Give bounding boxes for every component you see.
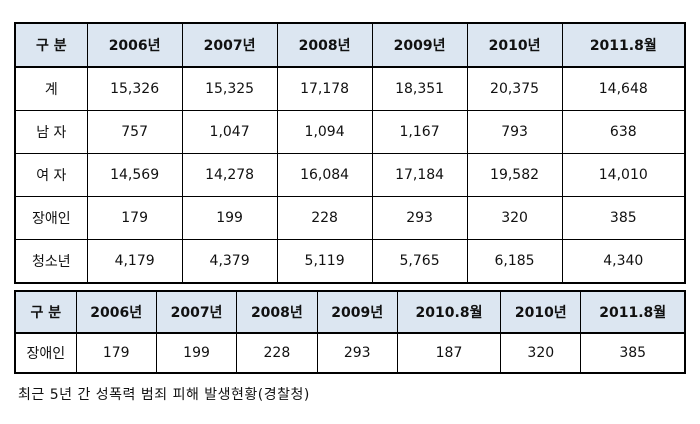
- table-row: 장애인 179 199 228 293 320 385: [14, 196, 686, 240]
- table-cell: 18,351: [371, 66, 468, 111]
- table-cell: 5,765: [371, 239, 468, 284]
- table-cell: 228: [236, 332, 318, 374]
- row-label-cell: 장애인: [14, 196, 88, 240]
- table-cell: 16,084: [276, 153, 373, 197]
- table-cell: 293: [316, 332, 398, 374]
- statistics-table-2: 구 분 2006년 2007년 2008년 2009년 2010.8월 2010…: [14, 290, 686, 374]
- table-cell: 14,010: [561, 153, 686, 197]
- table-cell: 187: [396, 332, 502, 374]
- header-cell: 2006년: [86, 22, 183, 68]
- table-cell: 14,648: [561, 66, 686, 111]
- table-cell: 19,582: [466, 153, 563, 197]
- header-cell: 2006년: [75, 290, 157, 334]
- table-cell: 1,094: [276, 110, 373, 154]
- table-cell: 14,569: [86, 153, 183, 197]
- row-label-cell: 장애인: [14, 332, 77, 374]
- table-cell: 17,184: [371, 153, 468, 197]
- row-label-cell: 남 자: [14, 110, 88, 154]
- table-row: 청소년 4,179 4,379 5,119 5,765 6,185 4,340: [14, 239, 686, 284]
- table-cell: 4,340: [561, 239, 686, 284]
- header-cell: 2011.8월: [561, 22, 686, 68]
- table-cell: 1,167: [371, 110, 468, 154]
- table-cell: 6,185: [466, 239, 563, 284]
- table-cell: 293: [371, 196, 468, 240]
- header-cell: 2007년: [181, 22, 278, 68]
- table-cell: 17,178: [276, 66, 373, 111]
- table-cell: 4,179: [86, 239, 183, 284]
- header-cell: 2008년: [236, 290, 318, 334]
- table-cell: 228: [276, 196, 373, 240]
- header-cell: 2011.8월: [580, 290, 686, 334]
- table-cell: 15,326: [86, 66, 183, 111]
- table-cell: 757: [86, 110, 183, 154]
- table-row: 장애인 179 199 228 293 187 320 385: [14, 332, 686, 374]
- table-row: 여 자 14,569 14,278 16,084 17,184 19,582 1…: [14, 153, 686, 197]
- header-cell: 2009년: [371, 22, 468, 68]
- table-cell: 320: [500, 332, 582, 374]
- header-cell: 2010년: [466, 22, 563, 68]
- table-caption: 최근 5년 간 성폭력 범죄 피해 발생현황(경찰청): [18, 387, 310, 403]
- table-cell: 199: [155, 332, 238, 374]
- table-cell: 179: [75, 332, 157, 374]
- row-label-cell: 청소년: [14, 239, 88, 284]
- table-cell: 14,278: [181, 153, 278, 197]
- header-cell: 2008년: [276, 22, 373, 68]
- header-cell: 2010년: [500, 290, 582, 334]
- statistics-table-1: 구 분 2006년 2007년 2008년 2009년 2010년 2011.8…: [14, 22, 686, 284]
- table-cell: 793: [466, 110, 563, 154]
- table-header-row: 구 분 2006년 2007년 2008년 2009년 2010.8월 2010…: [14, 290, 686, 334]
- table-cell: 385: [580, 332, 686, 374]
- table-cell: 5,119: [276, 239, 373, 284]
- header-cell: 2009년: [316, 290, 398, 334]
- header-cell: 구 분: [14, 22, 88, 68]
- table-cell: 1,047: [181, 110, 278, 154]
- header-cell: 구 분: [14, 290, 77, 334]
- row-label-cell: 계: [14, 66, 88, 111]
- header-cell: 2007년: [155, 290, 238, 334]
- table-cell: 179: [86, 196, 183, 240]
- table-cell: 385: [561, 196, 686, 240]
- table-cell: 320: [466, 196, 563, 240]
- table-cell: 4,379: [181, 239, 278, 284]
- table-cell: 15,325: [181, 66, 278, 111]
- row-label-cell: 여 자: [14, 153, 88, 197]
- table-cell: 20,375: [466, 66, 563, 111]
- table-row: 계 15,326 15,325 17,178 18,351 20,375 14,…: [14, 66, 686, 111]
- table-cell: 199: [181, 196, 278, 240]
- table-cell: 638: [561, 110, 686, 154]
- table-row: 남 자 757 1,047 1,094 1,167 793 638: [14, 110, 686, 154]
- table-header-row: 구 분 2006년 2007년 2008년 2009년 2010년 2011.8…: [14, 22, 686, 68]
- header-cell: 2010.8월: [396, 290, 502, 334]
